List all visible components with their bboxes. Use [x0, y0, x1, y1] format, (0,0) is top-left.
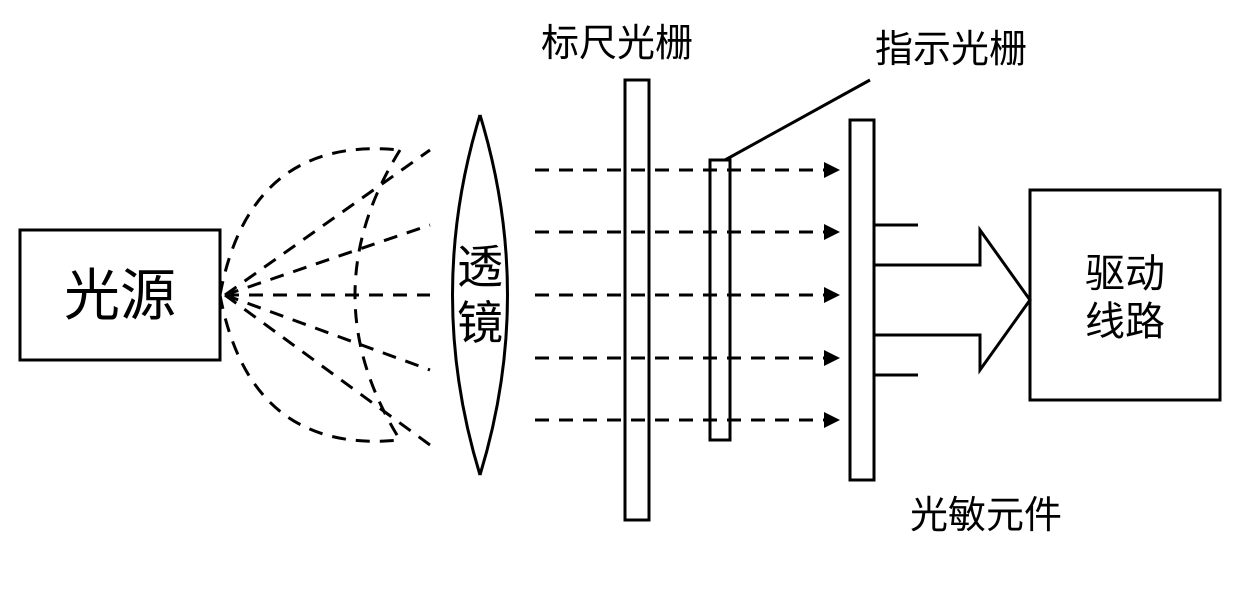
driver-label-1: 驱动 [1085, 251, 1165, 296]
divergence-arc-top [220, 149, 400, 295]
lens-label-2: 镜 [457, 298, 503, 349]
scale-grating [625, 80, 649, 520]
ray-diverging-3 [225, 295, 430, 370]
scale-grating-label: 标尺光栅 [541, 23, 693, 65]
ray-parallel-arrow-3 [824, 350, 840, 366]
photo-sensor [850, 120, 874, 480]
index-grating [710, 160, 730, 440]
ray-diverging-1 [225, 225, 430, 295]
block-arrow [918, 230, 1030, 370]
driver-label-2: 线路 [1085, 299, 1165, 344]
index-grating-label: 指示光栅 [875, 29, 1027, 71]
ray-parallel-arrow-2 [824, 287, 840, 303]
lens-right-face [480, 115, 508, 475]
divergence-arc-bottom [220, 295, 400, 441]
ray-parallel-arrow-4 [824, 412, 840, 428]
index-grating-leader [725, 80, 870, 160]
ray-diverging-4 [225, 295, 430, 445]
lens-left-face [453, 115, 481, 475]
lens-label-1: 透 [457, 242, 503, 293]
ray-diverging-0 [225, 150, 430, 295]
ray-parallel-arrow-0 [824, 162, 840, 178]
photo-sensor-label: 光敏元件 [910, 495, 1062, 537]
ray-parallel-arrow-1 [824, 224, 840, 240]
light-source-label: 光源 [64, 266, 176, 328]
